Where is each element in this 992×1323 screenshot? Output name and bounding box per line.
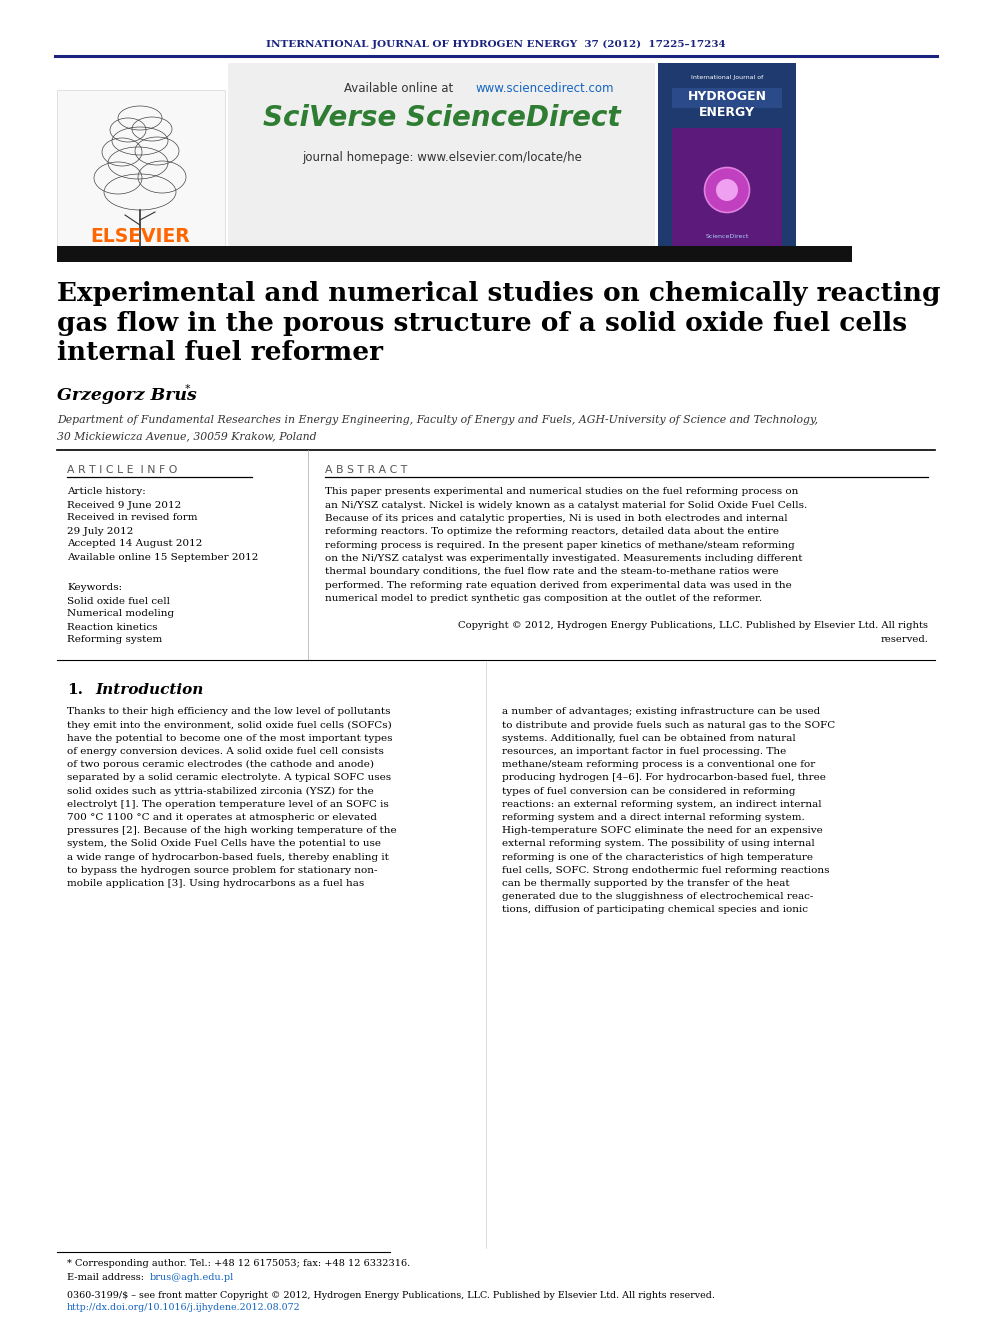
Text: Numerical modeling: Numerical modeling [67, 610, 175, 618]
Bar [57, 246, 852, 262]
Text: thermal boundary conditions, the fuel flow rate and the steam-to-methane ratios : thermal boundary conditions, the fuel fl… [325, 568, 779, 577]
Text: have the potential to become one of the most important types: have the potential to become one of the … [67, 734, 393, 744]
Text: reactions: an external reforming system, an indirect internal: reactions: an external reforming system,… [502, 800, 821, 808]
Text: Received in revised form: Received in revised form [67, 513, 197, 523]
Text: on the Ni/YSZ catalyst was experimentally investigated. Measurements including d: on the Ni/YSZ catalyst was experimentall… [325, 554, 803, 564]
Text: SciVerse ScienceDirect: SciVerse ScienceDirect [263, 105, 621, 132]
Text: mobile application [3]. Using hydrocarbons as a fuel has: mobile application [3]. Using hydrocarbo… [67, 878, 364, 888]
Text: Experimental and numerical studies on chemically reacting: Experimental and numerical studies on ch… [57, 280, 940, 306]
Text: of energy conversion devices. A solid oxide fuel cell consists: of energy conversion devices. A solid ox… [67, 747, 384, 757]
Ellipse shape [716, 179, 738, 201]
Text: HYDROGEN: HYDROGEN [687, 90, 767, 102]
Text: tions, diffusion of participating chemical species and ionic: tions, diffusion of participating chemic… [502, 905, 808, 914]
Text: *: * [185, 384, 190, 394]
Text: internal fuel reformer: internal fuel reformer [57, 340, 383, 365]
Text: Because of its prices and catalytic properties, Ni is used in both electrodes an: Because of its prices and catalytic prop… [325, 515, 788, 523]
Text: 30 Mickiewicza Avenue, 30059 Krakow, Poland: 30 Mickiewicza Avenue, 30059 Krakow, Pol… [57, 431, 316, 441]
Text: electrolyt [1]. The operation temperature level of an SOFC is: electrolyt [1]. The operation temperatur… [67, 800, 389, 808]
Text: reforming reactors. To optimize the reforming reactors, detailed data about the : reforming reactors. To optimize the refo… [325, 528, 779, 536]
Text: Available online 15 September 2012: Available online 15 September 2012 [67, 553, 258, 561]
Text: brus@agh.edu.pl: brus@agh.edu.pl [150, 1274, 234, 1282]
Text: reforming system and a direct internal reforming system.: reforming system and a direct internal r… [502, 814, 805, 822]
Bar [57, 90, 225, 247]
Text: * Corresponding author. Tel.: +48 12 6175053; fax: +48 12 6332316.: * Corresponding author. Tel.: +48 12 617… [67, 1259, 411, 1269]
Text: reserved.: reserved. [880, 635, 928, 643]
Text: 700 °C 1100 °C and it operates at atmospheric or elevated: 700 °C 1100 °C and it operates at atmosp… [67, 814, 377, 822]
Bar [658, 64, 796, 247]
Text: a wide range of hydrocarbon-based fuels, thereby enabling it: a wide range of hydrocarbon-based fuels,… [67, 853, 389, 861]
Text: producing hydrogen [4–6]. For hydrocarbon-based fuel, three: producing hydrogen [4–6]. For hydrocarbo… [502, 774, 826, 782]
Text: gas flow in the porous structure of a solid oxide fuel cells: gas flow in the porous structure of a so… [57, 311, 907, 336]
Text: Thanks to their high efficiency and the low level of pollutants: Thanks to their high efficiency and the … [67, 708, 391, 717]
Text: they emit into the environment, solid oxide fuel cells (SOFCs): they emit into the environment, solid ox… [67, 721, 392, 730]
Text: E-mail address:: E-mail address: [67, 1274, 147, 1282]
Text: Accepted 14 August 2012: Accepted 14 August 2012 [67, 540, 202, 549]
Text: fuel cells, SOFC. Strong endothermic fuel reforming reactions: fuel cells, SOFC. Strong endothermic fue… [502, 865, 829, 875]
Text: High-temperature SOFC eliminate the need for an expensive: High-temperature SOFC eliminate the need… [502, 827, 822, 835]
Ellipse shape [704, 168, 750, 213]
Text: ScienceDirect: ScienceDirect [705, 234, 749, 239]
Text: systems. Additionally, fuel can be obtained from natural: systems. Additionally, fuel can be obtai… [502, 734, 796, 744]
Text: resources, an important factor in fuel processing. The: resources, an important factor in fuel p… [502, 747, 787, 757]
Text: reforming is one of the characteristics of high temperature: reforming is one of the characteristics … [502, 853, 813, 861]
Text: Available online at: Available online at [344, 82, 457, 94]
Text: Department of Fundamental Researches in Energy Engineering, Faculty of Energy an: Department of Fundamental Researches in … [57, 415, 818, 425]
Text: performed. The reforming rate equation derived from experimental data was used i: performed. The reforming rate equation d… [325, 581, 792, 590]
Text: system, the Solid Oxide Fuel Cells have the potential to use: system, the Solid Oxide Fuel Cells have … [67, 840, 381, 848]
Bar [672, 89, 782, 108]
Text: Keywords:: Keywords: [67, 583, 122, 593]
Text: can be thermally supported by the transfer of the heat: can be thermally supported by the transf… [502, 878, 790, 888]
Text: This paper presents experimental and numerical studies on the fuel reforming pro: This paper presents experimental and num… [325, 487, 799, 496]
Text: Received 9 June 2012: Received 9 June 2012 [67, 500, 182, 509]
Text: solid oxides such as yttria-stabilized zirconia (YSZ) for the: solid oxides such as yttria-stabilized z… [67, 787, 374, 795]
Text: Introduction: Introduction [95, 683, 203, 697]
Text: http://dx.doi.org/10.1016/j.ijhydene.2012.08.072: http://dx.doi.org/10.1016/j.ijhydene.201… [67, 1303, 301, 1312]
Text: 1.: 1. [67, 683, 83, 697]
Text: A B S T R A C T: A B S T R A C T [325, 464, 408, 475]
Text: ELSEVIER: ELSEVIER [90, 228, 189, 246]
Text: numerical model to predict synthetic gas composition at the outlet of the reform: numerical model to predict synthetic gas… [325, 594, 762, 603]
Text: methane/steam reforming process is a conventional one for: methane/steam reforming process is a con… [502, 761, 815, 769]
Text: journal homepage: www.elsevier.com/locate/he: journal homepage: www.elsevier.com/locat… [302, 152, 582, 164]
Text: Grzegorz Brus: Grzegorz Brus [57, 388, 196, 405]
Text: external reforming system. The possibility of using internal: external reforming system. The possibili… [502, 840, 814, 848]
Text: Solid oxide fuel cell: Solid oxide fuel cell [67, 597, 170, 606]
Text: types of fuel conversion can be considered in reforming: types of fuel conversion can be consider… [502, 787, 796, 795]
Bar [672, 128, 782, 247]
Text: a number of advantages; existing infrastructure can be used: a number of advantages; existing infrast… [502, 708, 820, 717]
Text: separated by a solid ceramic electrolyte. A typical SOFC uses: separated by a solid ceramic electrolyte… [67, 774, 391, 782]
Text: to bypass the hydrogen source problem for stationary non-: to bypass the hydrogen source problem fo… [67, 865, 378, 875]
Text: Reaction kinetics: Reaction kinetics [67, 623, 158, 631]
Text: of two porous ceramic electrodes (the cathode and anode): of two porous ceramic electrodes (the ca… [67, 761, 374, 770]
Text: pressures [2]. Because of the high working temperature of the: pressures [2]. Because of the high worki… [67, 827, 397, 835]
Text: ENERGY: ENERGY [699, 106, 755, 119]
Text: INTERNATIONAL JOURNAL OF HYDROGEN ENERGY  37 (2012)  17225–17234: INTERNATIONAL JOURNAL OF HYDROGEN ENERGY… [266, 40, 726, 49]
Text: Article history:: Article history: [67, 487, 146, 496]
Text: generated due to the sluggishness of electrochemical reac-: generated due to the sluggishness of ele… [502, 892, 813, 901]
Text: Copyright © 2012, Hydrogen Energy Publications, LLC. Published by Elsevier Ltd. : Copyright © 2012, Hydrogen Energy Public… [458, 622, 928, 631]
Text: Reforming system: Reforming system [67, 635, 163, 644]
Text: to distribute and provide fuels such as natural gas to the SOFC: to distribute and provide fuels such as … [502, 721, 835, 730]
Bar [228, 64, 655, 247]
Text: www.sciencedirect.com: www.sciencedirect.com [475, 82, 613, 94]
Text: A R T I C L E  I N F O: A R T I C L E I N F O [67, 464, 178, 475]
Text: an Ni/YSZ catalyst. Nickel is widely known as a catalyst material for Solid Oxid: an Ni/YSZ catalyst. Nickel is widely kno… [325, 501, 807, 509]
Text: 29 July 2012: 29 July 2012 [67, 527, 133, 536]
Text: reforming process is required. In the present paper kinetics of methane/steam re: reforming process is required. In the pr… [325, 541, 795, 549]
Text: International Journal of: International Journal of [690, 75, 763, 81]
Text: 0360-3199/$ – see front matter Copyright © 2012, Hydrogen Energy Publications, L: 0360-3199/$ – see front matter Copyright… [67, 1290, 715, 1299]
